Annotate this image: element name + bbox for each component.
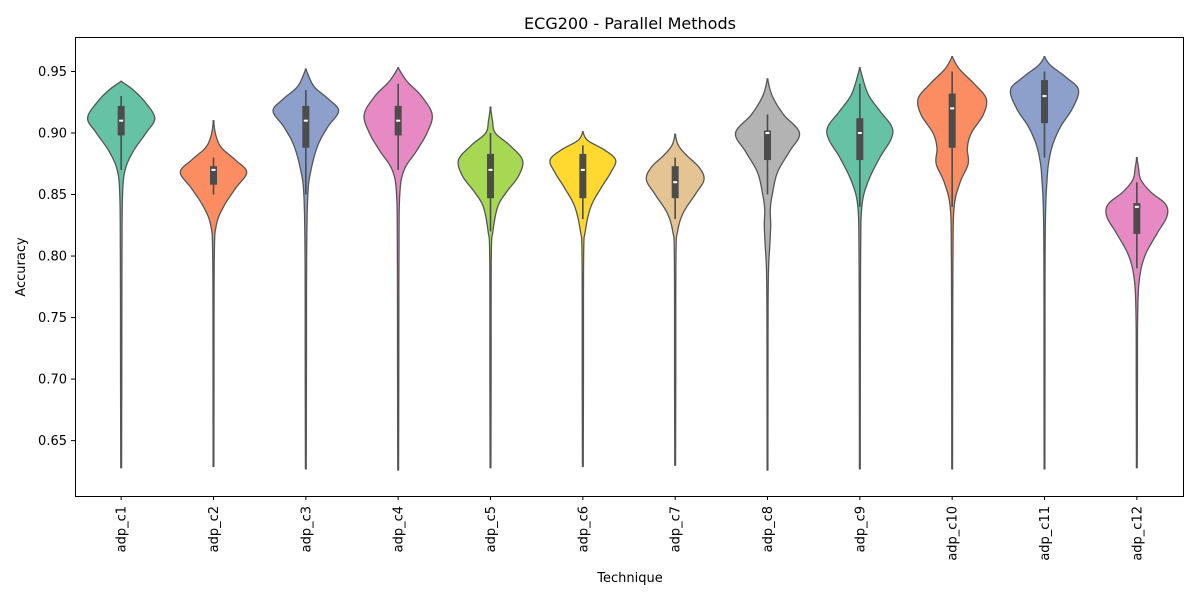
violin-iqr-box	[1133, 203, 1141, 234]
violin-body-adp_c2	[179, 120, 248, 468]
violins-group	[86, 56, 1169, 471]
violin-body-adp_c9	[826, 67, 894, 470]
y-axis-label: Accuracy	[14, 237, 29, 297]
x-tick-label: adp_c8	[761, 506, 776, 552]
violin-body-adp_c8	[734, 78, 801, 471]
violin-body-adp_c12	[1105, 156, 1169, 469]
violin-body-adp_c5	[457, 106, 524, 469]
x-tick-label: adp_c5	[484, 506, 499, 552]
violin-iqr-box	[579, 153, 587, 199]
x-tick-label: adp_c6	[576, 506, 591, 552]
y-tick-label: 0.65	[38, 434, 67, 449]
x-tick-label: adp_c11	[1038, 506, 1053, 561]
violin-body-adp_c6	[549, 131, 617, 468]
x-tick-label: adp_c7	[669, 506, 684, 552]
violin-body-adp_c7	[645, 133, 705, 466]
violin-iqr-box	[764, 130, 771, 161]
violin-iqr-box	[1041, 80, 1048, 124]
violin-body-adp_c1	[86, 80, 156, 469]
y-tick-label: 0.90	[38, 126, 67, 141]
y-tick-label: 0.75	[38, 311, 67, 326]
x-axis: adp_c1 adp_c2 adp_c3 adp_c4 adp_c5 adp_c6 adp_…	[115, 496, 1145, 561]
plot-frame	[75, 37, 1184, 497]
x-tick-label: adp_c12	[1130, 506, 1145, 561]
y-tick-label: 0.80	[38, 250, 67, 265]
violin-iqr-box	[487, 153, 494, 199]
chart-title: ECG200 - Parallel Methods	[524, 14, 736, 33]
x-tick-label: adp_c1	[115, 506, 130, 552]
violin-body-adp_c11	[1009, 56, 1080, 470]
x-axis-label: Technique	[596, 571, 662, 586]
violin-body-adp_c3	[272, 68, 340, 470]
violin-iqr-box	[948, 93, 956, 148]
violin-iqr-box	[210, 166, 217, 185]
y-axis: 0.65 0.70 0.75 0.80 0.85 0.90 0.95	[38, 65, 75, 449]
y-tick-label: 0.95	[38, 65, 67, 80]
violin-body-adp_c4	[363, 67, 433, 471]
x-tick-label: adp_c10	[946, 506, 961, 561]
violin-iqr-box	[302, 105, 310, 148]
violin-body-adp_c10	[916, 56, 988, 470]
x-tick-label: adp_c9	[853, 506, 868, 552]
y-tick-label: 0.85	[38, 188, 67, 203]
x-tick-label: adp_c4	[392, 506, 407, 552]
violin-iqr-box	[856, 118, 864, 161]
x-tick-label: adp_c3	[299, 506, 314, 552]
y-tick-label: 0.70	[38, 373, 67, 388]
x-tick-label: adp_c2	[207, 506, 222, 552]
